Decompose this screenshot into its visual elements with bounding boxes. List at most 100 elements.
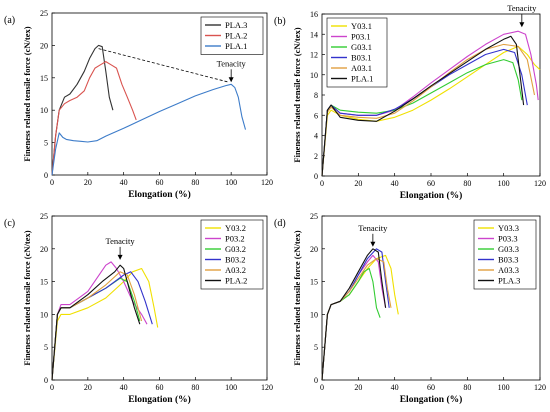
panel-label: (c) bbox=[4, 218, 15, 229]
series-line-P03.3 bbox=[321, 254, 387, 381]
y-tick-label: 4 bbox=[314, 132, 318, 141]
y-axis-label: Fineness related tensile force (cN/tex) bbox=[292, 230, 302, 365]
legend-entry: PLA.2 bbox=[225, 276, 247, 286]
legend-entry: Y03.2 bbox=[225, 223, 246, 233]
y-tick-label: 14 bbox=[310, 30, 318, 39]
y-tick-label: 10 bbox=[310, 310, 318, 319]
x-tick-label: 40 bbox=[391, 383, 399, 392]
legend-entry: PLA.1 bbox=[351, 74, 373, 84]
x-axis-label: Elongation (%) bbox=[128, 394, 191, 405]
y-tick-label: 6 bbox=[314, 111, 318, 120]
panel-label: (b) bbox=[274, 16, 286, 27]
y-tick-label: 0 bbox=[314, 172, 318, 181]
x-axis-label: Elongation (%) bbox=[400, 394, 463, 405]
series-line-PLA.2 bbox=[51, 61, 137, 176]
legend-entry: B03.1 bbox=[351, 53, 372, 63]
y-tick-label: 0 bbox=[314, 376, 318, 385]
x-tick-label: 60 bbox=[156, 383, 164, 392]
y-tick-label: 8 bbox=[314, 91, 318, 100]
arrow-head-icon bbox=[370, 241, 376, 247]
x-tick-label: 20 bbox=[84, 383, 92, 392]
x-tick-label: 100 bbox=[225, 178, 237, 187]
y-tick-label: 0 bbox=[44, 171, 48, 180]
legend-entry: G03.2 bbox=[225, 244, 246, 254]
arrow-head-icon bbox=[117, 254, 123, 260]
x-tick-label: 100 bbox=[225, 383, 237, 392]
x-tick-label: 40 bbox=[391, 179, 399, 188]
x-tick-label: 100 bbox=[498, 383, 510, 392]
series-line-PLA.3 bbox=[321, 248, 387, 381]
dashed-guide bbox=[98, 48, 230, 83]
x-tick-label: 40 bbox=[120, 383, 128, 392]
y-tick-label: 15 bbox=[40, 74, 48, 83]
legend-entry: Y03.3 bbox=[498, 223, 519, 233]
annotation-label: Tenacity bbox=[507, 3, 537, 13]
series-line-P03.2 bbox=[51, 261, 148, 381]
y-tick-label: 25 bbox=[40, 9, 48, 18]
y-tick-label: 5 bbox=[44, 343, 48, 352]
x-tick-label: 120 bbox=[534, 383, 546, 392]
series-line-PLA.1 bbox=[51, 83, 247, 176]
x-tick-label: 0 bbox=[320, 383, 324, 392]
legend-entry: G03.1 bbox=[351, 42, 372, 52]
x-tick-label: 0 bbox=[320, 179, 324, 188]
legend-entry: B03.3 bbox=[498, 255, 519, 265]
y-tick-label: 15 bbox=[40, 278, 48, 287]
y-tick-label: 10 bbox=[40, 106, 48, 115]
arrow-head-icon bbox=[519, 22, 525, 28]
legend-entry: PLA.1 bbox=[225, 41, 247, 51]
x-tick-label: 80 bbox=[463, 383, 471, 392]
y-tick-label: 10 bbox=[310, 71, 318, 80]
legend-entry: P03.1 bbox=[351, 32, 371, 42]
series-line-PLA.1 bbox=[321, 35, 525, 177]
panel-1: 0 20 40 60 80 100 120 0 5 10 15 20 25 Elongation (%) F… bbox=[4, 9, 273, 200]
x-tick-label: 80 bbox=[463, 179, 471, 188]
x-tick-label: 20 bbox=[354, 179, 362, 188]
panel-3: 0 20 40 60 80 100 120 0 5 10 15 20 25 Elongation (%) F… bbox=[4, 212, 273, 405]
x-axis-label: Elongation (%) bbox=[400, 190, 463, 201]
annotation-label: Tenacity bbox=[106, 236, 136, 246]
legend-entry: P03.2 bbox=[225, 234, 245, 244]
legend-box bbox=[200, 219, 264, 290]
legend-entry: A03.1 bbox=[351, 63, 372, 73]
x-tick-label: 80 bbox=[191, 383, 199, 392]
series-line-G03.1 bbox=[321, 59, 523, 177]
annotation-label: Tenacity bbox=[217, 58, 247, 68]
x-tick-label: 80 bbox=[191, 178, 199, 187]
x-tick-label: 100 bbox=[498, 179, 510, 188]
legend-entry: A03.2 bbox=[225, 265, 246, 275]
x-axis-label: Elongation (%) bbox=[128, 189, 191, 200]
panel-label: (a) bbox=[4, 15, 15, 26]
annotation-label: Tenacity bbox=[358, 223, 388, 233]
series-line-A03.2 bbox=[51, 271, 143, 381]
y-tick-label: 0 bbox=[44, 376, 48, 385]
y-tick-label: 25 bbox=[40, 212, 48, 221]
y-tick-label: 10 bbox=[40, 310, 48, 319]
y-axis-label: Fineness related tensile force (cN/tex) bbox=[22, 230, 32, 365]
series-line-Y03.2 bbox=[51, 267, 159, 381]
legend-entry: PLA.2 bbox=[225, 31, 247, 41]
legend-entry: B03.2 bbox=[225, 255, 246, 265]
y-axis-label: Fineness related tensile force (cN/tex) bbox=[292, 27, 302, 162]
x-tick-label: 60 bbox=[427, 179, 435, 188]
legend-entry: A03.3 bbox=[498, 265, 519, 275]
y-tick-label: 20 bbox=[310, 245, 318, 254]
x-tick-label: 40 bbox=[120, 178, 128, 187]
legend-box bbox=[473, 219, 537, 290]
x-tick-label: 120 bbox=[261, 383, 273, 392]
arrow-head-icon bbox=[228, 77, 234, 83]
legend-entry: G03.3 bbox=[498, 244, 519, 254]
y-tick-label: 5 bbox=[44, 139, 48, 148]
y-tick-label: 5 bbox=[314, 343, 318, 352]
x-tick-label: 20 bbox=[354, 383, 362, 392]
y-tick-label: 15 bbox=[310, 278, 318, 287]
x-tick-label: 120 bbox=[534, 179, 546, 188]
x-tick-label: 60 bbox=[156, 178, 164, 187]
x-tick-label: 0 bbox=[50, 383, 54, 392]
y-tick-label: 20 bbox=[40, 41, 48, 50]
y-axis-label: Fineness related tensile force (cN/tex) bbox=[22, 26, 32, 161]
